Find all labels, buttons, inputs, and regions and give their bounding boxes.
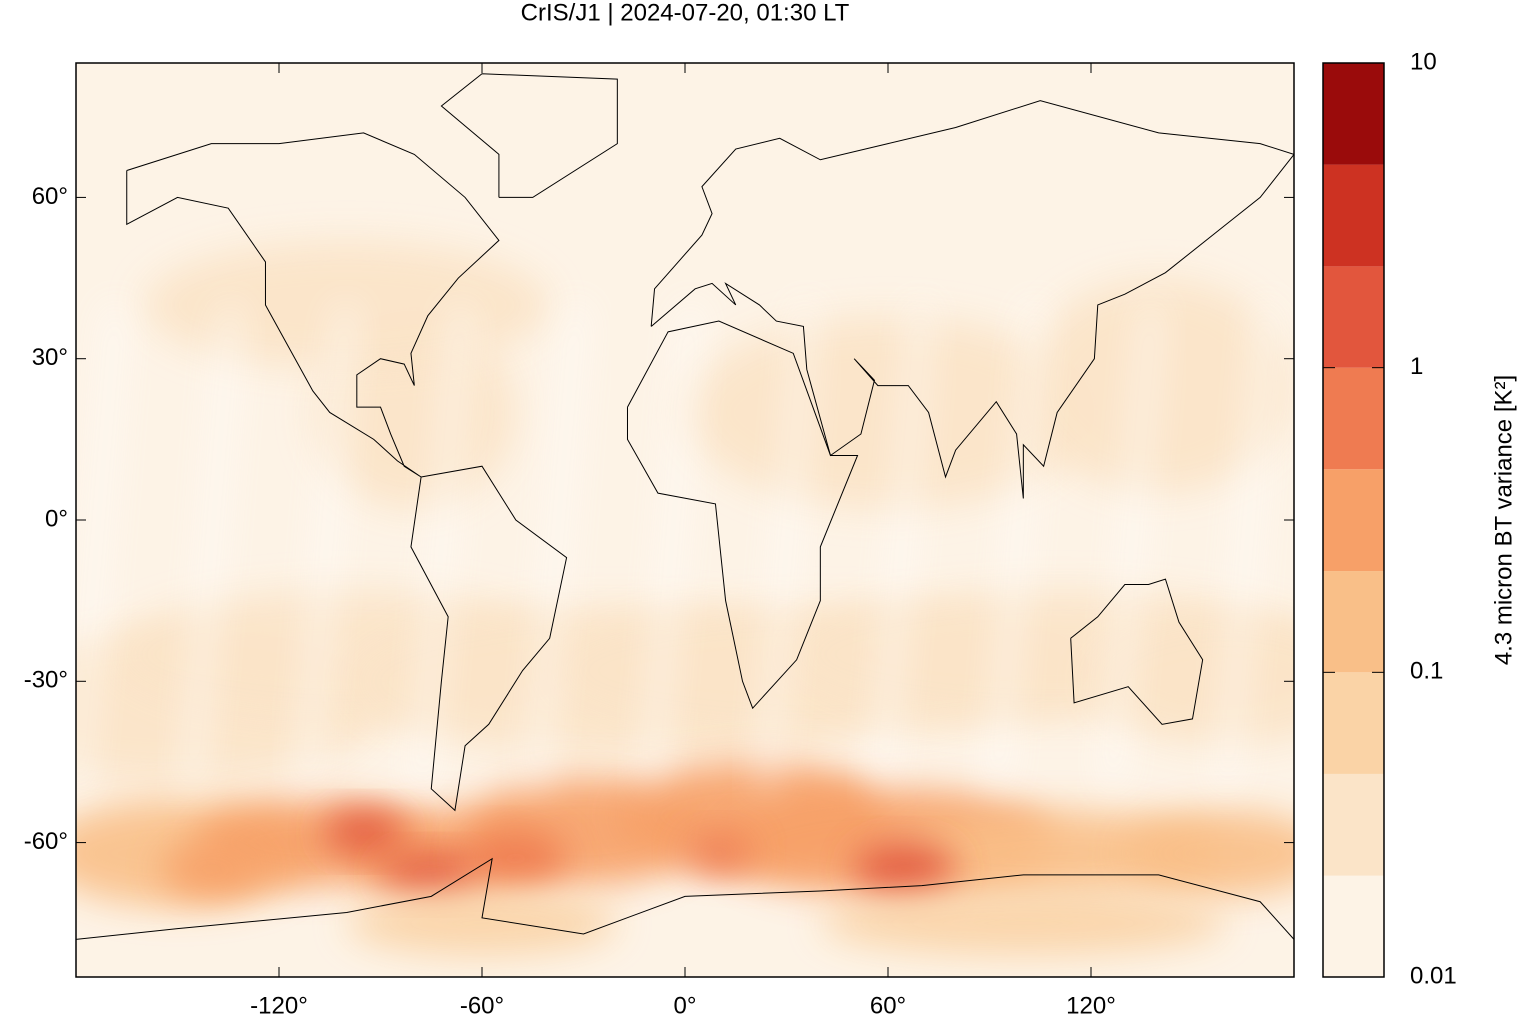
- x-tick-label: 0°: [674, 992, 697, 1019]
- colorbar-tick-label: 0.01: [1410, 962, 1457, 989]
- coastline: [126, 132, 500, 478]
- x-tick-label: 60°: [870, 992, 906, 1019]
- colorbar-band: [1323, 469, 1384, 572]
- field-blob: [346, 891, 618, 956]
- colorbar-band: [1323, 63, 1384, 165]
- y-tick-label: -60°: [24, 828, 68, 855]
- colorbar-tick-label: 0.1: [1410, 658, 1443, 685]
- chart-title: CrIS/J1 | 2024-07-20, 01:30 LT: [521, 0, 850, 26]
- field-blob: [323, 810, 405, 854]
- x-tick-label: -120°: [250, 992, 308, 1019]
- field-blob: [465, 831, 567, 886]
- field-blob: [820, 891, 1227, 956]
- field-blob: [685, 315, 1091, 510]
- field-blob: [1124, 810, 1294, 897]
- coastline: [650, 100, 1294, 499]
- colorbar-band: [1323, 875, 1384, 977]
- coastline: [410, 465, 568, 812]
- swath-gap: [1219, 304, 1274, 789]
- swath-gap: [414, 304, 469, 789]
- field-blob: [685, 831, 753, 875]
- y-tick-label: 30°: [32, 344, 68, 371]
- swath-gap: [529, 304, 584, 789]
- swath-gap: [874, 304, 929, 789]
- coastline: [1070, 578, 1204, 725]
- colorbar-band: [1323, 367, 1384, 470]
- colorbar-band: [1323, 266, 1384, 368]
- heat-field: [76, 63, 1294, 977]
- field-blob: [854, 842, 956, 897]
- coastline: [440, 73, 618, 198]
- swath-gap: [759, 304, 814, 789]
- field-blob: [160, 842, 263, 897]
- swath-gap: [76, 304, 124, 789]
- coastline: [626, 320, 859, 710]
- swath-gap: [989, 304, 1044, 789]
- field-blob: [1023, 278, 1294, 493]
- colorbar-band: [1323, 672, 1384, 774]
- coastline: [76, 857, 1294, 940]
- swath-gap: [1104, 304, 1159, 789]
- colorbar-frame: [1322, 62, 1385, 978]
- y-tick-label: 0°: [45, 505, 68, 532]
- colorbar-band: [1323, 164, 1384, 267]
- colorbar-tick-label: 1: [1410, 353, 1423, 380]
- colorbar-label: 4.3 micron BT variance [K²]: [1490, 375, 1517, 665]
- field-blob: [380, 853, 482, 897]
- swath-gap: [299, 304, 354, 789]
- coastlines: [76, 73, 1294, 940]
- colorbar-tick-label: 10: [1410, 48, 1437, 75]
- x-tick-label: 120°: [1066, 992, 1116, 1019]
- colorbar-band: [1323, 773, 1384, 876]
- x-tick-label: -60°: [460, 992, 504, 1019]
- y-tick-label: 60°: [32, 183, 68, 210]
- colorbar-band: [1323, 571, 1384, 673]
- swath-gap: [184, 304, 239, 789]
- swath-gap: [644, 304, 699, 789]
- y-tick-label: -30°: [24, 667, 68, 694]
